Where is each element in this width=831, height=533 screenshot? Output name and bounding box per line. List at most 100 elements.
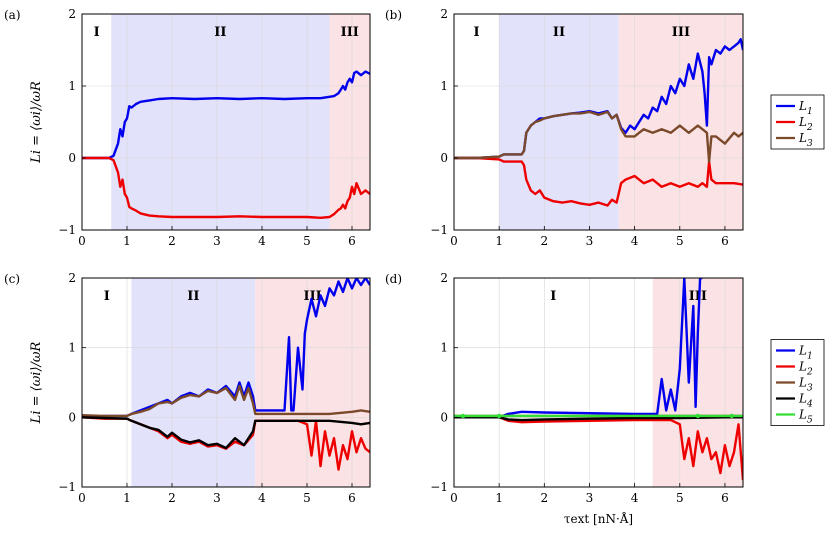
plot-frame <box>81 277 371 488</box>
x-tick-label: 2 <box>168 491 176 505</box>
x-tick-label: 6 <box>348 491 356 505</box>
panel-label: (b) <box>385 8 402 22</box>
x-tick-label: 3 <box>586 491 594 505</box>
x-tick-label: 0 <box>450 234 458 248</box>
series-line-l1 <box>82 278 370 419</box>
y-tick-label: 2 <box>440 7 448 21</box>
y-tick-label: −1 <box>430 223 448 237</box>
x-tick-label: 4 <box>258 491 266 505</box>
series-marker-l5 <box>496 413 502 419</box>
y-tick-label: 1 <box>68 341 76 355</box>
x-tick-label: 2 <box>540 234 548 248</box>
x-tick-label: 0 <box>78 234 86 248</box>
region-label: II <box>553 25 565 40</box>
x-tick-label: 2 <box>168 234 176 248</box>
legend-label: L2 <box>798 115 813 133</box>
x-tick-label: 5 <box>676 234 684 248</box>
x-tick-label: 6 <box>721 491 729 505</box>
y-tick-label: 1 <box>440 341 448 355</box>
y-tick-label: −1 <box>58 223 76 237</box>
x-tick-label: 3 <box>586 234 594 248</box>
y-tick-label: −1 <box>58 480 76 494</box>
series-marker-l5 <box>695 413 701 419</box>
x-tick-label: 1 <box>495 234 503 248</box>
series-line-l2 <box>454 156 743 207</box>
x-tick-label: 3 <box>213 491 221 505</box>
y-axis-label: Li = ⟨ωi⟩/ωR <box>29 81 44 164</box>
series-line-l4 <box>454 416 743 422</box>
x-axis-label: τext [nN·Å] <box>564 511 633 526</box>
x-tick-label: 1 <box>495 491 503 505</box>
legend-label: L4 <box>798 392 813 410</box>
y-tick-label: 0 <box>68 151 76 165</box>
y-tick-label: 2 <box>440 271 448 285</box>
x-tick-label: 6 <box>348 234 356 248</box>
series-marker-l5 <box>460 413 466 419</box>
x-tick-label: 5 <box>303 491 311 505</box>
region-shading <box>131 278 256 487</box>
y-tick-label: 2 <box>68 271 76 285</box>
x-tick-label: 4 <box>631 491 639 505</box>
legend-label: L1 <box>798 344 813 362</box>
x-tick-label: 4 <box>258 234 266 248</box>
panel-label: (d) <box>385 272 402 286</box>
legend-label: L3 <box>798 131 813 149</box>
y-tick-label: 0 <box>440 410 448 424</box>
series-line-l3 <box>454 110 743 163</box>
plot-frame <box>81 13 371 231</box>
legend-label: L5 <box>798 408 813 426</box>
y-tick-label: 2 <box>68 7 76 21</box>
x-tick-label: 0 <box>78 491 86 505</box>
region-label: III <box>341 25 359 40</box>
y-axis-label: Li = ⟨ωi⟩/ωR <box>29 341 44 424</box>
region-label: II <box>214 25 226 40</box>
x-tick-label: 3 <box>213 234 221 248</box>
region-shading <box>82 278 132 487</box>
plot-frame <box>453 277 744 488</box>
region-label: III <box>672 25 690 40</box>
region-label: II <box>187 289 199 304</box>
region-label: I <box>474 25 480 40</box>
series-line-l1 <box>82 70 370 160</box>
series-line-l4 <box>82 416 370 450</box>
region-label: III <box>304 289 322 304</box>
plot-frame <box>453 13 744 231</box>
x-tick-label: 2 <box>540 491 548 505</box>
series-line-l3 <box>82 384 370 418</box>
y-tick-label: 1 <box>440 79 448 93</box>
series-line-l2 <box>82 156 370 220</box>
panel-label: (c) <box>4 272 20 286</box>
legend-label: L2 <box>798 360 813 378</box>
series-line-l2 <box>454 416 743 481</box>
panel-label: (a) <box>4 8 21 22</box>
region-shading <box>454 14 500 230</box>
x-tick-label: 1 <box>123 491 131 505</box>
y-tick-label: −1 <box>430 480 448 494</box>
legend-label: L3 <box>798 376 813 394</box>
legend-label: L1 <box>798 99 813 117</box>
y-tick-label: 1 <box>68 79 76 93</box>
x-tick-label: 5 <box>676 491 684 505</box>
region-shading <box>82 14 112 230</box>
x-tick-label: 6 <box>721 234 729 248</box>
region-shading <box>111 14 330 230</box>
x-tick-label: 5 <box>303 234 311 248</box>
region-label: I <box>104 289 110 304</box>
x-tick-label: 1 <box>123 234 131 248</box>
x-tick-label: 0 <box>450 491 458 505</box>
region-label: I <box>550 289 556 304</box>
y-tick-label: 0 <box>440 151 448 165</box>
region-shading <box>499 14 619 230</box>
y-tick-label: 0 <box>68 410 76 424</box>
region-label: III <box>689 289 707 304</box>
series-line-l1 <box>454 278 703 419</box>
region-label: I <box>94 25 100 40</box>
region-shading <box>454 278 653 487</box>
